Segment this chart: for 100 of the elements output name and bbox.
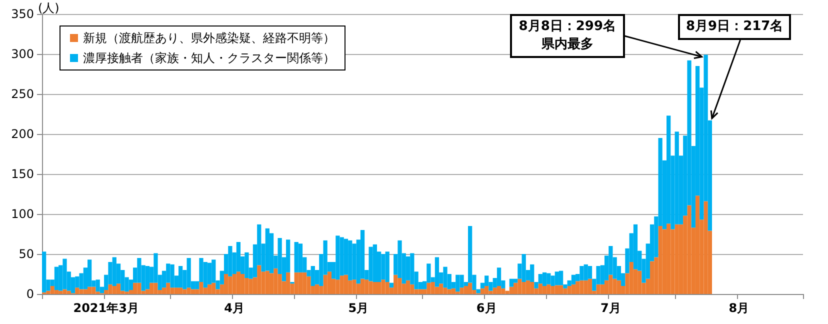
bar (199, 282, 204, 294)
bar (348, 240, 352, 280)
bar (612, 278, 617, 294)
bar (92, 286, 96, 294)
legend-label: 新規（渡航歴あり、県外感染疑、経路不明等） (83, 31, 335, 45)
bar (542, 272, 547, 286)
y-tick-label: 300 (11, 47, 34, 61)
bar (509, 278, 514, 287)
bar (638, 270, 642, 294)
bar (554, 272, 559, 286)
bar (182, 289, 187, 294)
bar (377, 282, 382, 294)
bar (456, 274, 460, 292)
bar (54, 266, 59, 290)
bar (410, 284, 414, 294)
bar (447, 289, 452, 294)
annotation: 8月8日：299名県内最多 (510, 14, 625, 58)
bar (550, 276, 555, 286)
bar (616, 280, 622, 294)
bar (310, 266, 315, 286)
bar (381, 254, 386, 280)
bar (530, 282, 534, 294)
bar (492, 288, 497, 294)
bar (314, 284, 320, 294)
bar (224, 274, 228, 294)
x-tick-label: 6月 (476, 301, 497, 315)
bar (186, 258, 191, 288)
y-tick-label: 350 (11, 7, 34, 21)
bar (212, 282, 216, 294)
bar (460, 274, 464, 288)
bar (368, 281, 373, 294)
bar (460, 288, 464, 294)
bar (406, 280, 410, 294)
bar (633, 224, 638, 270)
bar (286, 272, 290, 294)
bar (496, 268, 502, 286)
bar (385, 282, 390, 294)
bar (116, 284, 121, 294)
bar (244, 252, 249, 278)
bar (372, 282, 378, 294)
bar (526, 280, 530, 294)
bar (228, 246, 232, 276)
bar (360, 278, 365, 294)
bar (546, 284, 551, 294)
bar (571, 284, 576, 294)
bar (50, 286, 54, 294)
y-tick-label: 100 (11, 207, 34, 221)
bar (596, 284, 600, 294)
bar (344, 274, 348, 294)
y-axis-title: (人) (38, 0, 60, 17)
bar (240, 274, 245, 294)
bar (600, 284, 604, 294)
bar (480, 288, 485, 294)
bar (364, 280, 369, 294)
bar (294, 272, 298, 294)
bar (108, 284, 112, 294)
y-tick-label: 50 (18, 247, 34, 261)
bar (190, 289, 196, 294)
bar (674, 224, 679, 294)
bar (170, 264, 174, 288)
bar (522, 282, 526, 294)
bar (54, 290, 59, 294)
y-tick-label: 150 (11, 167, 34, 181)
bar (178, 288, 183, 294)
bar (336, 236, 340, 280)
bar (62, 289, 67, 294)
bar (439, 284, 444, 294)
bar (66, 290, 71, 294)
bar (265, 228, 270, 271)
bar (434, 257, 440, 287)
bar (650, 261, 654, 294)
bar (629, 262, 634, 294)
bar (274, 268, 278, 294)
bar (298, 244, 303, 272)
bar (203, 262, 208, 288)
bar (372, 244, 378, 282)
bar (327, 272, 332, 294)
x-tick-label: 4月 (224, 301, 244, 315)
bar (522, 254, 526, 282)
bar (352, 280, 356, 294)
bar (608, 274, 613, 294)
annotation: 8月9日：217名 (678, 14, 792, 40)
bar (418, 289, 422, 294)
bar (174, 288, 178, 294)
bar (257, 265, 262, 294)
bar (584, 264, 588, 280)
bar (554, 285, 559, 294)
bar (228, 276, 232, 294)
bar (584, 280, 588, 294)
bar (58, 290, 63, 294)
bar (298, 272, 303, 294)
bar (505, 290, 510, 294)
bar (550, 286, 555, 294)
bar (558, 270, 564, 286)
bar (145, 266, 150, 290)
bar (530, 264, 534, 282)
bar (443, 288, 448, 294)
bar (352, 244, 356, 280)
bar (166, 282, 170, 294)
bar (576, 281, 580, 294)
